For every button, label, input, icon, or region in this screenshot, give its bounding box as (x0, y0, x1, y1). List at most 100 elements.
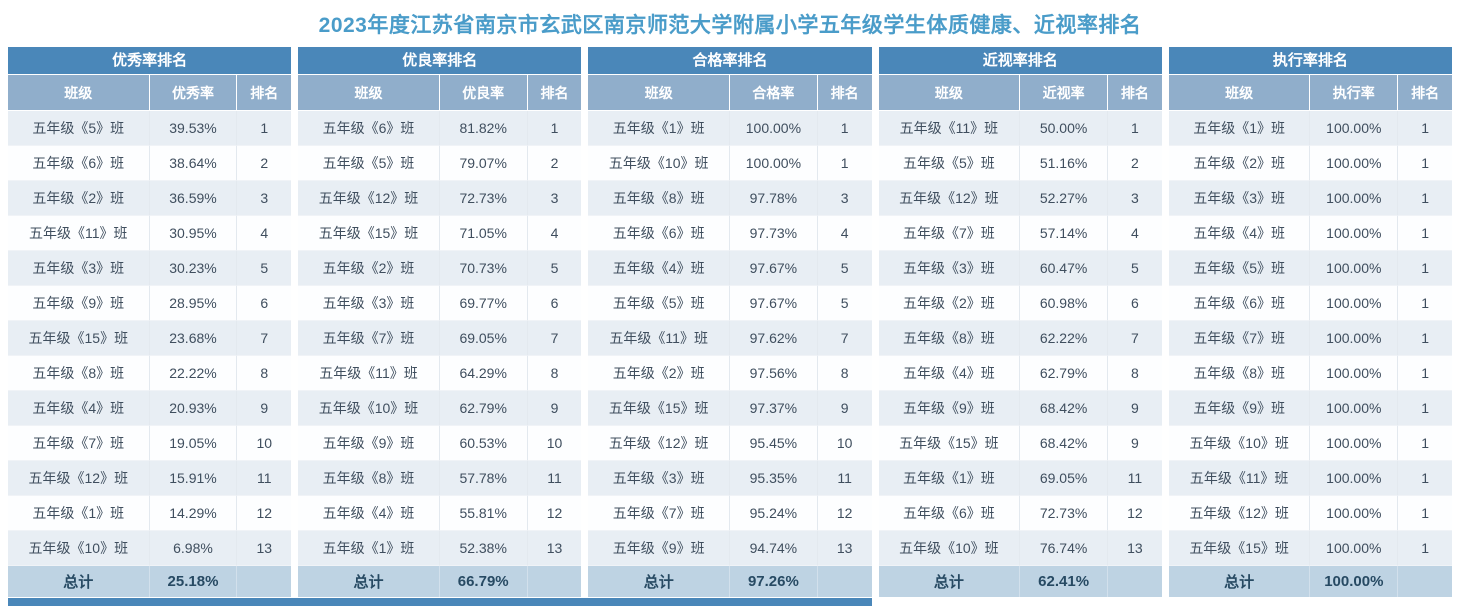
table-row: 五年级《15》班 71.05% 4 (298, 216, 582, 251)
rate-value-cell: 76.74% (1020, 531, 1108, 566)
total-label-cell: 总计 (298, 566, 440, 597)
table-column-header-row: 班级 近视率 排名 (878, 75, 1162, 110)
table-row: 五年级《3》班 30.23% 5 (8, 251, 292, 286)
table-row: 五年级《11》班 30.95% 4 (8, 216, 292, 251)
rate-value-cell: 50.00% (1020, 111, 1108, 146)
table-row: 五年级《4》班 100.00% 1 (1168, 216, 1453, 251)
table-section-title: 优秀率排名 (8, 47, 292, 74)
table-row: 五年级《6》班 38.64% 2 (8, 146, 292, 181)
class-name-cell: 五年级《4》班 (1168, 216, 1311, 251)
table-section-title: 优良率排名 (298, 47, 582, 74)
rate-value-cell: 71.05% (439, 216, 528, 251)
table-column-header-row: 班级 优良率 排名 (298, 75, 582, 110)
rate-value-cell: 52.27% (1020, 181, 1108, 216)
rank-value-cell: 6 (527, 286, 582, 321)
rank-value-cell: 3 (817, 181, 872, 216)
rank-value-cell: 10 (237, 426, 292, 461)
class-name-cell: 五年级《10》班 (298, 391, 440, 426)
table-body: 五年级《1》班 100.00% 1 五年级《10》班 100.00% 1 五年级《8》班 97… (588, 111, 872, 566)
total-value-cell: 25.18% (150, 566, 238, 597)
table-row: 五年级《5》班 97.67% 5 (588, 286, 872, 321)
class-name-cell: 五年级《12》班 (298, 181, 440, 216)
rank-value-cell: 5 (527, 251, 582, 286)
rank-value-cell: 7 (527, 321, 582, 356)
rank-value-cell: 8 (817, 356, 872, 391)
class-name-cell: 五年级《8》班 (588, 181, 730, 216)
class-name-cell: 五年级《8》班 (298, 461, 440, 496)
table-body: 五年级《5》班 39.53% 1 五年级《6》班 38.64% 2 五年级《2》班 36.59… (8, 111, 292, 566)
column-header: 班级 (1169, 75, 1311, 110)
rate-value-cell: 68.42% (1020, 426, 1108, 461)
table-row: 五年级《11》班 100.00% 1 (1168, 461, 1453, 496)
class-name-cell: 五年级《15》班 (588, 391, 730, 426)
table-row: 五年级《4》班 97.67% 5 (588, 251, 872, 286)
rate-value-cell: 62.79% (439, 391, 528, 426)
class-name-cell: 五年级《4》班 (298, 496, 440, 531)
total-rank-cell (528, 566, 582, 597)
table-row: 五年级《11》班 64.29% 8 (298, 356, 582, 391)
rank-value-cell: 9 (527, 391, 582, 426)
class-name-cell: 五年级《9》班 (1168, 391, 1311, 426)
rate-value-cell: 70.73% (439, 251, 528, 286)
class-name-cell: 五年级《5》班 (878, 146, 1021, 181)
rate-value-cell: 39.53% (149, 111, 238, 146)
rank-value-cell: 1 (1398, 496, 1452, 531)
table-total-row: 总计 97.26% (588, 566, 872, 597)
rank-value-cell: 1 (1398, 426, 1452, 461)
rate-value-cell: 100.00% (1310, 426, 1399, 461)
rank-value-cell: 1 (1398, 531, 1452, 566)
class-name-cell: 五年级《3》班 (1168, 181, 1311, 216)
class-name-cell: 五年级《11》班 (1168, 461, 1311, 496)
ranking-table: 优良率排名 班级 优良率 排名 五年级《6》班 81.82% 1 五年级《5》班 79.07% 2… (298, 47, 582, 597)
column-header: 班级 (879, 75, 1021, 110)
rank-value-cell: 3 (1107, 181, 1162, 216)
rate-value-cell: 100.00% (1310, 496, 1399, 531)
rate-value-cell: 97.73% (730, 216, 818, 251)
class-name-cell: 五年级《15》班 (1168, 531, 1311, 566)
class-name-cell: 五年级《2》班 (1168, 146, 1311, 181)
rate-value-cell: 97.56% (730, 356, 818, 391)
table-row: 五年级《1》班 69.05% 11 (878, 461, 1162, 496)
class-name-cell: 五年级《1》班 (8, 496, 150, 531)
table-row: 五年级《7》班 57.14% 4 (878, 216, 1162, 251)
rank-value-cell: 10 (527, 426, 582, 461)
rate-value-cell: 68.42% (1020, 391, 1108, 426)
total-rank-cell (1398, 566, 1452, 597)
class-name-cell: 五年级《2》班 (588, 356, 730, 391)
class-name-cell: 五年级《9》班 (588, 531, 730, 566)
rank-value-cell: 9 (1107, 426, 1162, 461)
total-value-cell: 66.79% (440, 566, 528, 597)
table-body: 五年级《1》班 100.00% 1 五年级《2》班 100.00% 1 五年级《3》班 100… (1168, 111, 1453, 566)
class-name-cell: 五年级《7》班 (588, 496, 730, 531)
class-name-cell: 五年级《9》班 (298, 426, 440, 461)
class-name-cell: 五年级《5》班 (8, 111, 150, 146)
rank-value-cell: 13 (817, 531, 872, 566)
rate-value-cell: 62.22% (1020, 321, 1108, 356)
table-row: 五年级《12》班 72.73% 3 (298, 181, 582, 216)
rate-value-cell: 100.00% (1310, 146, 1399, 181)
table-row: 五年级《5》班 100.00% 1 (1168, 251, 1453, 286)
rank-value-cell: 3 (237, 181, 292, 216)
total-rank-cell (818, 566, 872, 597)
table-row: 五年级《1》班 14.29% 12 (8, 496, 292, 531)
column-header: 排名 (830, 84, 859, 101)
rank-value-cell: 7 (237, 321, 292, 356)
rank-value-cell: 9 (817, 391, 872, 426)
rate-value-cell: 52.38% (439, 531, 528, 566)
ranking-table: 合格率排名 班级 合格率 排名 五年级《1》班 100.00% 1 五年级《10》班 100.0… (588, 47, 872, 597)
table-total-row: 总计 62.41% (878, 566, 1162, 597)
class-name-cell: 五年级《11》班 (588, 321, 730, 356)
class-name-cell: 五年级《4》班 (8, 391, 150, 426)
table-row: 五年级《1》班 100.00% 1 (1168, 111, 1453, 146)
total-value-cell: 97.26% (730, 566, 818, 597)
rank-value-cell: 8 (237, 356, 292, 391)
rate-value-cell: 81.82% (439, 111, 528, 146)
table-row: 五年级《2》班 60.98% 6 (878, 286, 1162, 321)
rank-value-cell: 6 (237, 286, 292, 321)
class-name-cell: 五年级《12》班 (1168, 496, 1311, 531)
rank-value-cell: 12 (1107, 496, 1162, 531)
rank-value-cell: 2 (237, 146, 292, 181)
table-row: 五年级《8》班 57.78% 11 (298, 461, 582, 496)
table-row: 五年级《4》班 62.79% 8 (878, 356, 1162, 391)
rate-value-cell: 95.45% (730, 426, 818, 461)
